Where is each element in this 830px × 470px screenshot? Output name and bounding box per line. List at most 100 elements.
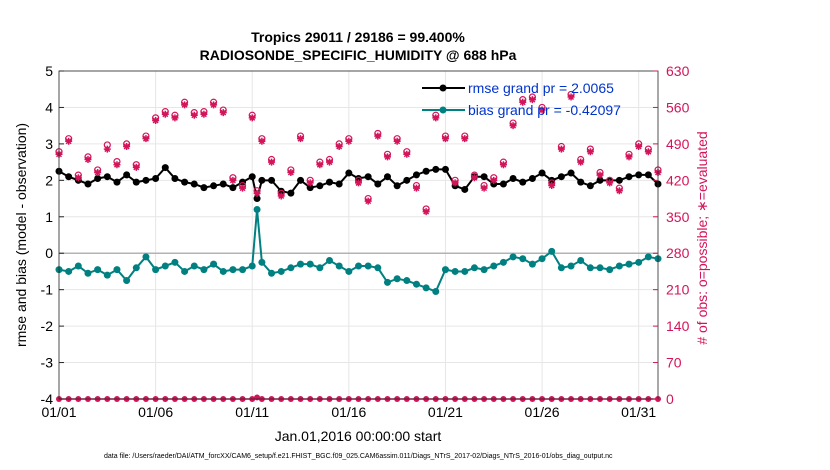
x-tick-label: 01/11 [235, 404, 269, 420]
obs-evaluated-point [229, 176, 237, 184]
y-axis-label-left: rmse and bias (model - observation) [13, 123, 29, 347]
obs-evaluated-point [258, 137, 266, 145]
rmse-point [326, 178, 334, 186]
rmse-point [432, 165, 440, 173]
rmse-point [567, 169, 575, 177]
obs-evaluated-point [557, 145, 565, 153]
obs-evaluated-point [113, 161, 121, 169]
right-tick-label: 560 [666, 99, 690, 115]
obs-evaluated-point [84, 156, 92, 164]
obs-evaluated-point [441, 135, 449, 143]
rmse-point [625, 173, 633, 181]
rmse-point [403, 176, 411, 184]
bias-point [123, 277, 131, 285]
bias-point [65, 267, 73, 275]
obs-evaluated-point [432, 114, 440, 122]
legend-rmse-label: rmse grand pr = 2.0065 [468, 80, 614, 96]
rmse-point [422, 167, 430, 175]
rmse-point [65, 173, 73, 181]
y-axis-label-right: # of obs: o=possible; ∗=evaluated [694, 131, 710, 344]
bias-point [258, 258, 266, 266]
legend-bias-marker [439, 106, 447, 114]
rmse-point [345, 169, 353, 177]
plot-area [59, 71, 658, 399]
rmse-point [248, 173, 256, 181]
bias-point [142, 253, 150, 261]
rmse-point [277, 187, 285, 195]
rmse-point [441, 165, 449, 173]
obs-evaluated-point [519, 98, 527, 106]
rmse-point [253, 195, 261, 203]
plot-frame [58, 70, 659, 400]
bias-point [268, 269, 276, 277]
obs-evaluated-point [253, 189, 261, 197]
obs-evaluated-point [335, 142, 343, 150]
obs-evaluated-point [65, 137, 73, 145]
right-tick-label: 420 [666, 172, 690, 188]
rmse-point [190, 180, 198, 188]
bias-point [412, 280, 420, 288]
bias-line [58, 209, 659, 293]
left-tick-label: 5 [45, 63, 53, 79]
obs-evaluated-point [615, 187, 623, 195]
rmse-point [644, 171, 652, 179]
obs-evaluated-point [248, 114, 256, 122]
obs-evaluated-point [123, 142, 131, 150]
obs-evaluated-point [355, 179, 362, 187]
right-tick-label: 350 [666, 209, 690, 225]
rmse-point [123, 171, 131, 179]
obs-evaluated-point [528, 96, 536, 104]
bias-point [374, 264, 382, 272]
rmse-point [586, 182, 594, 190]
rmse-point [335, 180, 343, 188]
bias-point [287, 264, 295, 272]
bias-point [113, 266, 121, 274]
rmse-point [297, 176, 305, 184]
bias-point [441, 266, 449, 274]
bias-point [253, 205, 261, 213]
obs-evaluated-point [287, 169, 295, 177]
obs-evaluated-point [190, 111, 198, 119]
rmse-point [152, 175, 160, 183]
bias-point [625, 260, 633, 268]
bias-point [461, 267, 469, 275]
chart-title-line2: RADIOSONDE_SPECIFIC_HUMIDITY @ 688 hPa [200, 47, 517, 63]
data-file-footer: data file: /Users/raeder/DAI/ATM_forcXX/… [104, 453, 613, 460]
obs-evaluated-point [152, 116, 160, 124]
rmse-point [499, 180, 507, 188]
rmse-point [94, 175, 102, 183]
obs-evaluated-point [161, 110, 169, 118]
rmse-point [316, 182, 324, 190]
rmse-point [374, 180, 382, 188]
bias-point [490, 262, 498, 270]
rmse-point [210, 182, 218, 190]
bias-point [509, 253, 517, 261]
bias-point [277, 267, 285, 275]
bias-point [596, 264, 604, 272]
rmse-point [577, 178, 585, 186]
obs-evaluated-point [383, 153, 391, 161]
bias-point [557, 264, 565, 272]
obs-evaluated-point [509, 122, 517, 130]
legend-bias-label: bias grand pr = -0.42097 [468, 102, 621, 118]
rmse-point [538, 169, 546, 177]
rmse-point [412, 171, 420, 179]
legend: rmse grand pr = 2.0065 bias grand pr = -… [422, 80, 621, 118]
obs-evaluated-point [297, 135, 305, 143]
bias-point [499, 258, 507, 266]
left-tick-label: 1 [45, 209, 53, 225]
obs-evaluated-point [181, 101, 189, 109]
left-tick-label: -3 [41, 355, 54, 371]
bias-point [171, 258, 179, 266]
bias-point [229, 266, 237, 274]
obs-evaluated-point [586, 148, 594, 156]
left-tick-label: -2 [41, 318, 54, 334]
obs-evaluated-point [625, 153, 633, 161]
rmse-point [84, 180, 92, 188]
chart-title-line1: Tropics 29011 / 29186 = 99.400% [251, 29, 465, 45]
bias-point [528, 260, 536, 268]
left-tick-label: 0 [45, 245, 53, 261]
rmse-point [557, 173, 565, 181]
obs-evaluated-point [412, 184, 420, 192]
